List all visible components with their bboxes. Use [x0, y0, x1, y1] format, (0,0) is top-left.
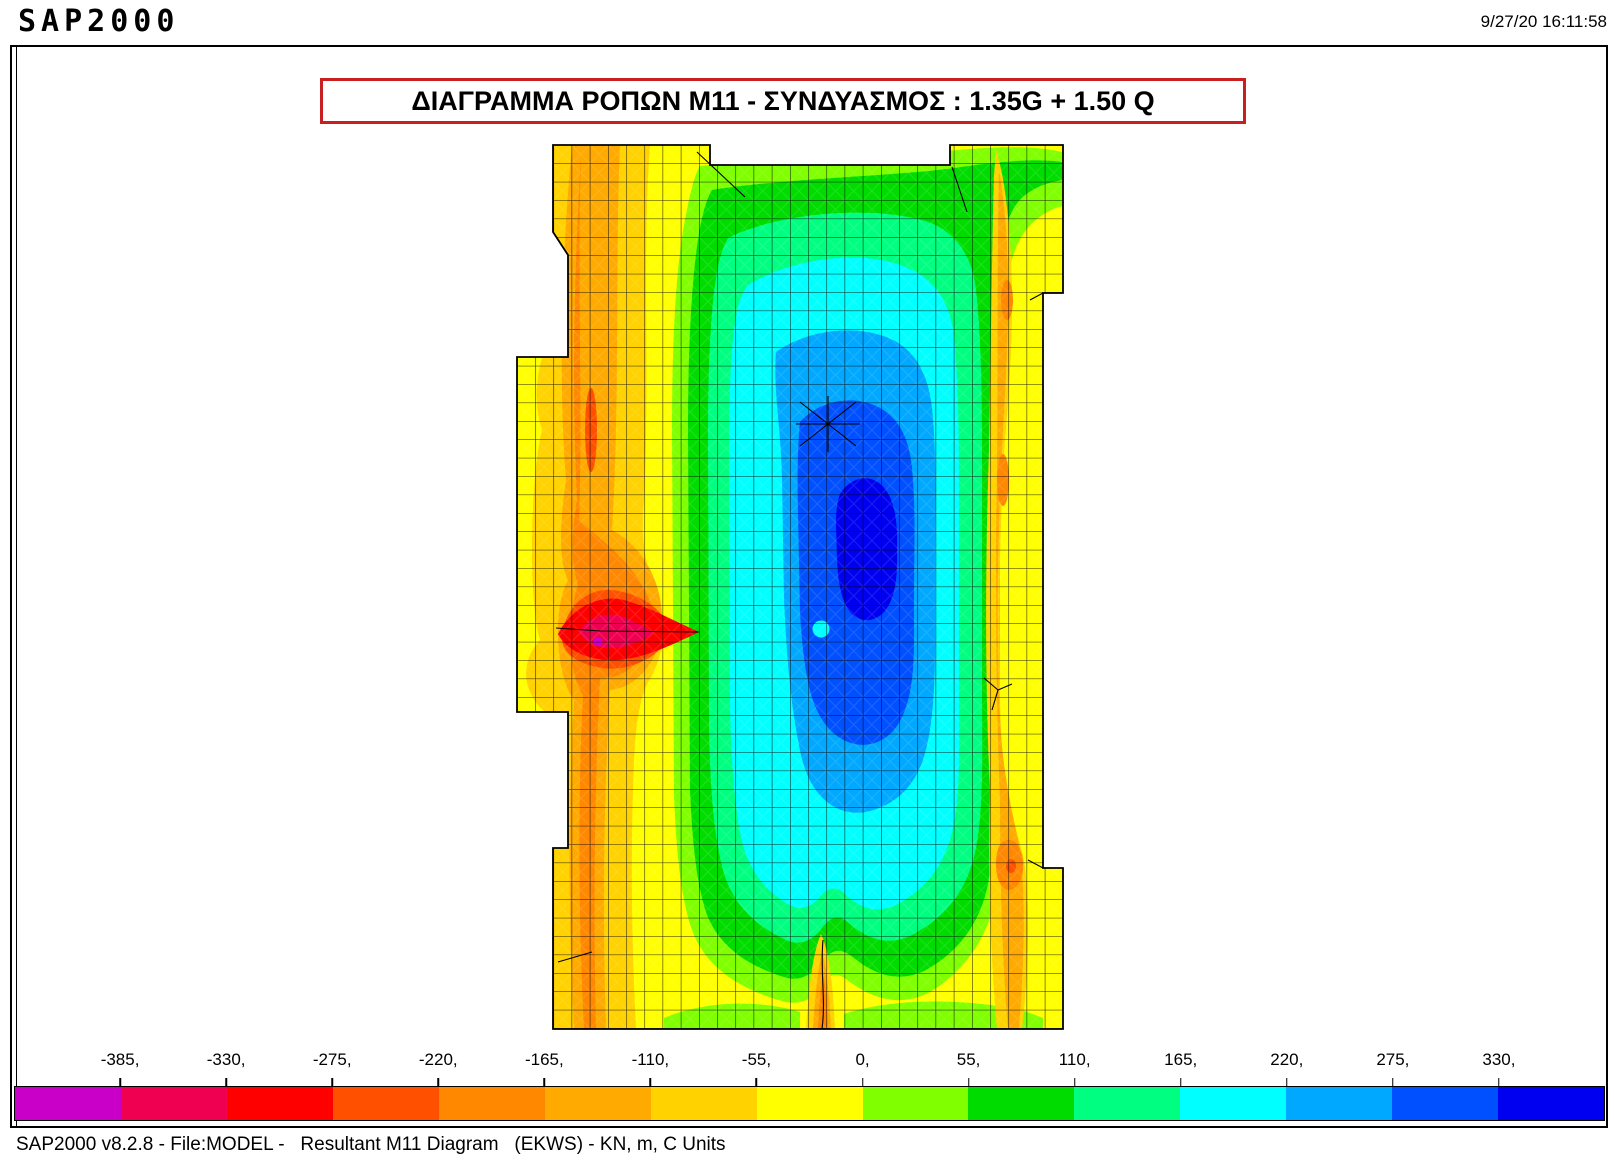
legend-tick [755, 1078, 758, 1086]
legend-tick [861, 1078, 864, 1086]
legend-tick-labels: -385, -330, -275, -220, -165, -110, -55, 0, 55, 1… [14, 1050, 1605, 1076]
legend-color-segment [862, 1087, 969, 1120]
legend-tick [119, 1078, 121, 1086]
legend-color-segment [650, 1087, 757, 1120]
legend-tick [1286, 1078, 1288, 1086]
legend-tick-label: -275, [312, 1050, 352, 1069]
legend-tick [1179, 1078, 1182, 1086]
legend-tick-label: -385, [100, 1050, 140, 1069]
legend-color-segment [1074, 1087, 1181, 1120]
status-bar: SAP2000 v8.2.8 - File:MODEL - Resultant … [16, 1134, 726, 1155]
legend-color-segment [756, 1087, 863, 1120]
legend-tick-label: 220, [1270, 1050, 1304, 1069]
frame-inner-line [16, 47, 17, 1126]
legend-tick [543, 1078, 546, 1086]
legend-color-segment [15, 1087, 121, 1120]
legend-tick [331, 1078, 333, 1086]
legend-bar [14, 1086, 1605, 1121]
slab-outline [516, 144, 1064, 1030]
legend-tick-label: 275, [1376, 1050, 1410, 1069]
legend-tick [225, 1078, 227, 1086]
legend-tick-label: 165, [1164, 1050, 1198, 1069]
legend-color-segment [1286, 1087, 1393, 1120]
legend-tick-label: -165, [524, 1050, 564, 1069]
legend-tick [1392, 1078, 1394, 1086]
legend-tick [967, 1078, 970, 1086]
legend-tick-label: 0, [855, 1050, 870, 1069]
legend-color-segment [1392, 1087, 1499, 1120]
legend-tick [437, 1078, 440, 1086]
legend-tick-marks [14, 1078, 1605, 1086]
mesh-grid [517, 145, 1063, 1029]
legend-tick-label: -220, [418, 1050, 458, 1069]
legend-tick [1073, 1078, 1076, 1086]
mesh-irregularities [555, 151, 1044, 1029]
legend-tick-label: 330, [1482, 1050, 1516, 1069]
legend-color-segment [1180, 1087, 1287, 1120]
legend-tick-label: 55, [956, 1050, 981, 1069]
legend-tick-label: -110, [631, 1050, 670, 1069]
legend-color-segment [438, 1087, 545, 1120]
legend-tick-label: -55, [741, 1050, 772, 1069]
legend-color-segment [968, 1087, 1075, 1120]
legend-tick [1498, 1078, 1500, 1086]
legend-tick [649, 1078, 652, 1086]
legend-color-segment [1498, 1087, 1605, 1120]
print-timestamp: 9/27/20 16:11:58 [1480, 12, 1607, 31]
legend-color-segment [544, 1087, 651, 1120]
legend-color-segment [120, 1087, 227, 1120]
app-logo: SAP2000 [18, 4, 180, 39]
legend-color-segment [332, 1087, 439, 1120]
legend-tick-label: 110, [1058, 1050, 1091, 1069]
diagram-title-banner: ΔΙΑΓΡΑΜΜΑ ΡΟΠΩΝ M11 - ΣΥΝΔΥΑΣΜΟΣ : 1.35G… [320, 78, 1246, 124]
legend-tick-label: -330, [206, 1050, 246, 1069]
diagram-title-text: ΔΙΑΓΡΑΜΜΑ ΡΟΠΩΝ M11 - ΣΥΝΔΥΑΣΜΟΣ : 1.35G… [411, 85, 1155, 116]
legend-color-segment [226, 1087, 333, 1120]
